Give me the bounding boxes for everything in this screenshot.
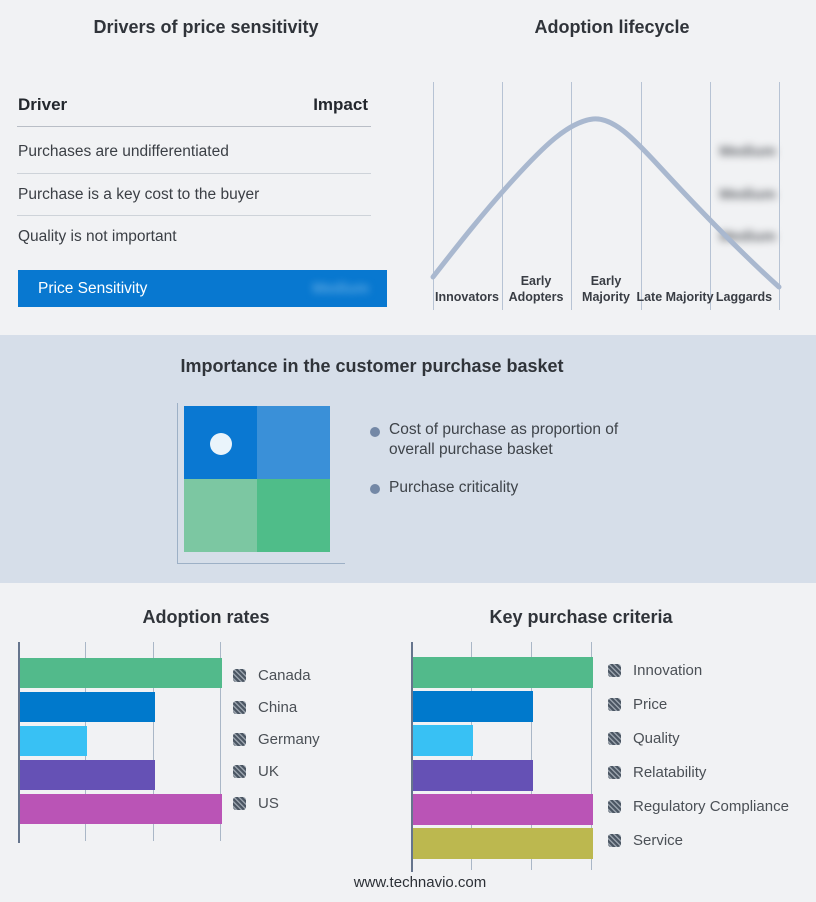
- column-header-driver: Driver: [18, 95, 68, 114]
- stage-divider-line: [433, 82, 434, 310]
- bar-us: [20, 794, 222, 824]
- y-axis: [18, 642, 20, 843]
- table-divider: [17, 215, 371, 216]
- stage-divider-line: [502, 82, 503, 310]
- bar-relatability: [413, 759, 533, 791]
- legend-item: China: [233, 691, 320, 723]
- table-divider: [17, 126, 371, 127]
- legend-label: Quality: [633, 729, 680, 747]
- legend-swatch-icon: [608, 663, 621, 677]
- bullet-icon: [370, 484, 380, 494]
- legend-swatch-icon: [608, 833, 621, 847]
- legend-item: US: [233, 787, 320, 819]
- legend-swatch-icon: [233, 732, 246, 746]
- lifecycle-panel-title: Adoption lifecycle: [534, 17, 690, 37]
- stage-divider-line: [571, 82, 572, 310]
- legend-label: Canada: [258, 666, 311, 684]
- position-marker-dot-icon: [210, 433, 232, 455]
- column-header-impact: Impact: [313, 95, 368, 114]
- purchase-basket-title: Importance in the customer purchase bask…: [180, 356, 564, 376]
- quadrant-bottom-right: [257, 479, 330, 552]
- legend-label: Regulatory Compliance: [633, 797, 789, 815]
- stage-label-early-adopters: Early Adopters: [508, 274, 564, 304]
- quadrant-bottom-left: [184, 479, 257, 552]
- legend-label: UK: [258, 762, 279, 780]
- drivers-panel-title: Drivers of price sensitivity: [93, 17, 319, 37]
- stage-divider-line: [710, 82, 711, 310]
- bar-innovation: [413, 657, 593, 688]
- quadrant-y-axis: [177, 403, 178, 564]
- gridline: [591, 642, 592, 870]
- bell-curve: [430, 116, 782, 290]
- y-axis: [411, 642, 413, 872]
- bar-germany: [20, 726, 88, 756]
- legend-item: Innovation: [608, 653, 789, 687]
- legend-swatch-icon: [608, 731, 621, 745]
- table-row-driver: Quality is not important: [18, 228, 177, 245]
- bar-price: [413, 691, 533, 723]
- price-sensitivity-label: Price Sensitivity: [38, 279, 148, 297]
- price-sensitivity-impact-blurred: Medium: [312, 280, 369, 297]
- stage-label-late-majority: Late Majority: [636, 290, 714, 304]
- bar-service: [413, 828, 593, 859]
- quadrant-top-right: [257, 406, 330, 479]
- bar-regulatory-compliance: [413, 793, 593, 825]
- quadrant-x-axis: [177, 563, 345, 564]
- legend-swatch-icon: [233, 764, 246, 778]
- legend-label: Relatability: [633, 763, 707, 781]
- legend-item: Quality: [608, 721, 789, 755]
- legend-label: China: [258, 698, 298, 716]
- legend-item: Relatability: [608, 755, 789, 789]
- legend-label: Price: [633, 695, 668, 713]
- legend-label: Germany: [258, 730, 320, 748]
- website-footer: www.technavio.com: [353, 874, 487, 891]
- legend-label: Innovation: [633, 661, 703, 679]
- bullet-item: Purchase criticality: [389, 479, 519, 496]
- legend-item: Regulatory Compliance: [608, 789, 789, 823]
- legend-item: Canada: [233, 659, 320, 691]
- legend-swatch-icon: [233, 796, 246, 810]
- key-purchase-criteria-legend: Innovation Price Quality Relatability Regula…: [608, 653, 789, 857]
- bullet-item: Cost of purchase as proportion of overal…: [389, 421, 619, 458]
- gridline: [531, 642, 532, 870]
- gridline: [219, 642, 221, 841]
- legend-swatch-icon: [608, 799, 621, 813]
- key-purchase-criteria-title: Key purchase criteria: [489, 607, 673, 627]
- legend-swatch-icon: [608, 765, 621, 779]
- gridline: [152, 642, 154, 841]
- stage-label-laggards: Laggards: [715, 290, 773, 304]
- purchase-basket-band: [0, 335, 816, 583]
- stage-label-innovators: Innovators: [435, 290, 499, 304]
- legend-swatch-icon: [233, 700, 246, 714]
- price-sensitivity-banner: Price Sensitivity Medium: [18, 270, 387, 307]
- legend-swatch-icon: [608, 697, 621, 711]
- key-purchase-criteria-plot: [411, 642, 593, 872]
- legend-label: Service: [633, 831, 684, 849]
- table-row-driver: Purchase is a key cost to the buyer: [18, 186, 260, 203]
- adoption-rates-title: Adoption rates: [142, 607, 270, 627]
- legend-item: Germany: [233, 723, 320, 755]
- table-row-impact-blurred: Medium: [719, 143, 776, 160]
- adoption-rates-legend: Canada China Germany UK US: [233, 659, 320, 819]
- bar-quality: [413, 725, 473, 757]
- table-row-impact-blurred: Medium: [719, 186, 776, 203]
- legend-label: US: [258, 794, 279, 812]
- stage-divider-line: [779, 82, 780, 310]
- legend-swatch-icon: [233, 668, 246, 682]
- legend-item: UK: [233, 755, 320, 787]
- adoption-lifecycle-chart: Innovators Early Adopters Early Majority…: [408, 0, 816, 335]
- bar-uk: [20, 760, 155, 790]
- table-row-driver: Purchases are undifferentiated: [18, 143, 229, 160]
- bullet-icon: [370, 427, 380, 437]
- stage-label-early-majority: Early Majority: [582, 274, 630, 304]
- stage-divider-line: [641, 82, 642, 310]
- legend-item: Service: [608, 823, 789, 857]
- adoption-rates-plot: [18, 642, 222, 843]
- bar-canada: [20, 658, 222, 688]
- table-divider: [17, 173, 371, 174]
- bar-china: [20, 692, 155, 722]
- legend-item: Price: [608, 687, 789, 721]
